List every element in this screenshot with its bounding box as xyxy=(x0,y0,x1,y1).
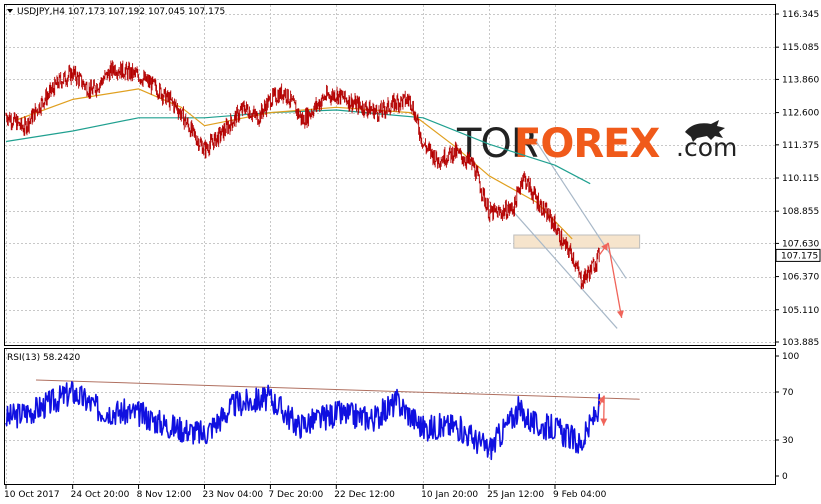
time-label: 25 Jan 12:00 xyxy=(487,490,544,500)
logo-com-text: .com xyxy=(676,133,737,162)
rsi-title: RSI(13) 58.2420 xyxy=(7,353,80,363)
main-panel-frame xyxy=(4,4,776,346)
time-label: 7 Dec 20:00 xyxy=(268,490,323,500)
torforex-logo: TOR FOREX .com xyxy=(456,120,737,167)
triangle-down-icon[interactable] xyxy=(7,9,13,13)
time-label: 10 Jan 20:00 xyxy=(421,490,478,500)
bull-icon xyxy=(685,120,725,142)
time-label: 23 Nov 04:00 xyxy=(202,490,263,500)
candlesticks xyxy=(5,60,600,290)
price-label: 108.855 xyxy=(782,207,819,217)
main-price-grid xyxy=(5,5,775,345)
time-label: 8 Nov 12:00 xyxy=(137,490,192,500)
price-axis: 116.345 115.085 113.860 112.600 111.375 110.1… xyxy=(775,10,819,348)
symbol-info: USDJPY,H4 107.173 107.192 107.045 107.17… xyxy=(7,7,225,17)
rsi-label: 30 xyxy=(782,436,794,446)
time-label: 9 Feb 04:00 xyxy=(553,490,607,500)
forecast-down-arrow xyxy=(607,242,624,319)
ma-slow-line xyxy=(5,109,591,185)
current-price-box xyxy=(775,248,821,262)
ma-fast-line xyxy=(14,88,573,240)
rsi-label: 100 xyxy=(782,352,799,362)
rsi-axis: 100 70 30 0 xyxy=(775,352,799,482)
rsi-line xyxy=(5,381,600,461)
price-label: 103.885 xyxy=(782,338,819,348)
price-label: 116.345 xyxy=(782,10,819,20)
resistance-zone-rect xyxy=(513,234,641,249)
channel-lower xyxy=(504,201,618,329)
ma-slow-path xyxy=(5,109,591,185)
rsi-trendline xyxy=(35,379,640,400)
logo-forex-text: FOREX xyxy=(514,121,660,167)
price-label: 115.085 xyxy=(782,43,819,53)
resistance-zone xyxy=(513,234,641,249)
price-label: 113.860 xyxy=(782,75,819,85)
current-price-marker: 107.175 xyxy=(775,248,821,262)
ma-fast-path xyxy=(14,88,573,240)
rsi-trendline-path xyxy=(35,379,640,400)
price-label: 112.600 xyxy=(782,109,819,119)
time-label: 22 Dec 12:00 xyxy=(334,490,395,500)
price-label: 106.370 xyxy=(782,273,819,283)
current-price-label: 107.175 xyxy=(781,251,818,261)
rsi-label: 70 xyxy=(782,388,794,398)
price-label: 105.110 xyxy=(782,306,819,316)
time-axis: 10 Oct 2017 24 Oct 20:00 8 Nov 12:00 23 Nov… xyxy=(4,485,607,500)
forecast-up-arrow xyxy=(598,242,609,256)
rsi-grid xyxy=(5,349,775,484)
rsi-label: 0 xyxy=(782,472,788,482)
price-label: 111.375 xyxy=(782,141,819,151)
rsi-forecast-down-arrow xyxy=(600,395,608,426)
time-label: 10 Oct 2017 xyxy=(4,490,60,500)
price-label: 110.115 xyxy=(782,174,819,184)
rsi-panel-frame xyxy=(4,348,776,485)
forecast-arrows xyxy=(598,242,624,319)
price-label: 107.630 xyxy=(782,239,819,249)
rsi-forecast-arrows xyxy=(598,395,608,426)
time-label: 24 Oct 20:00 xyxy=(71,490,130,500)
rsi-forecast-up-arrow xyxy=(598,395,605,407)
symbol-info-text: USDJPY,H4 107.173 107.192 107.045 107.17… xyxy=(17,7,225,17)
rsi-path xyxy=(5,381,600,461)
